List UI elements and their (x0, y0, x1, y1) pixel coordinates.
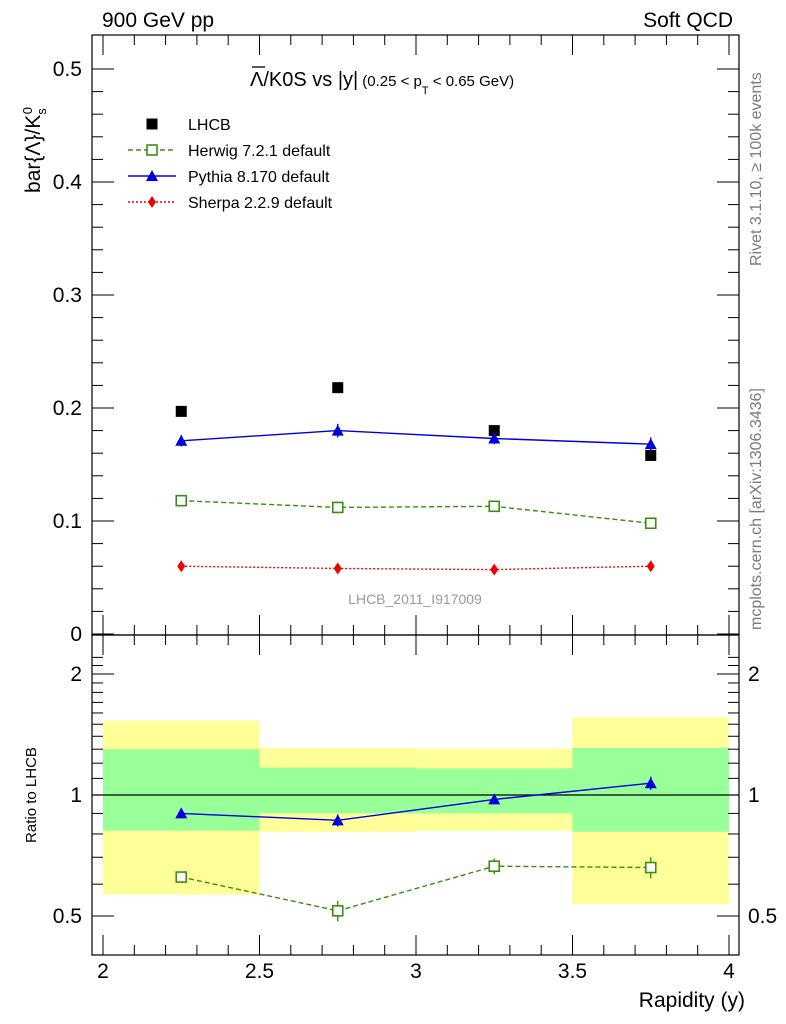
ratio-ytick-label: 1 (70, 784, 82, 807)
ratio-point-1 (331, 814, 344, 826)
y-label-main: bar{Λ}/K (22, 115, 45, 193)
series-point-2 (331, 424, 344, 436)
main-axis-ticks: 0 0.1 0.2 0.3 0.4 0.5 (53, 35, 739, 646)
ratio-line-0 (181, 865, 651, 912)
main-ytick-label: 0.2 (53, 397, 82, 420)
series-point-0 (488, 425, 500, 437)
legend-label-1: Herwig 7.2.1 default (188, 143, 331, 160)
ratio-point-0 (331, 905, 344, 917)
main-ytick-label: 0.3 (53, 284, 82, 307)
header-left: 900 GeV pp (102, 9, 214, 32)
ratio-point-1 (644, 777, 657, 789)
series-point-0 (332, 382, 344, 394)
mcplots-label: mcplots.cern.ch [arXiv:1306.3436] (748, 388, 765, 630)
main-panel: 0 0.1 0.2 0.3 0.4 0.5 Λ/K0S vs |y| (0.25 < pT … (20, 34, 740, 646)
y-label-sup: 0 (20, 107, 35, 114)
title-cut-sub: T (422, 85, 429, 97)
main-ytick-label: 0.4 (53, 171, 83, 194)
series-point-2 (175, 434, 188, 446)
series-point-3 (333, 562, 342, 575)
ratio-xtick-label: 3.5 (558, 960, 587, 983)
ratio-panel: 0.5 0.5 1 1 2 2 2 2.5 3 3.5 4 Ratio to LHCB Rapidi… (23, 634, 777, 1012)
series-point-0 (175, 405, 187, 417)
y-label-sub: s (34, 108, 49, 115)
legend-label-2: Pythia 8.170 default (188, 169, 330, 186)
legend-marker-3 (148, 196, 156, 208)
ratio-xtick-label: 2 (97, 960, 109, 983)
ratio-xtick-label: 4 (723, 960, 735, 983)
ratio-line-1 (181, 782, 651, 822)
series-point-2 (488, 432, 501, 444)
ratio-xtick-label: 3 (410, 960, 422, 983)
ratio-point-1 (488, 793, 501, 805)
legend-marker-1 (146, 144, 158, 156)
main-ytick-label: 0.1 (53, 510, 82, 533)
ratio-ytick-label: 0.5 (53, 905, 82, 928)
ratio-xtick-label: 2.5 (245, 960, 274, 983)
ratio-band-inner (103, 749, 260, 831)
series-line-3 (181, 565, 651, 571)
ratio-ytick-label-right: 0.5 (748, 905, 777, 928)
ratio-bands (92, 717, 739, 905)
main-ytick-label: 0.5 (53, 58, 82, 81)
ratio-ytick-label-right: 2 (748, 663, 760, 686)
series-point-3 (177, 560, 186, 573)
ratio-series (175, 776, 657, 922)
series-line-1 (181, 499, 651, 524)
legend-marker-2 (146, 170, 158, 181)
ratio-point-0 (644, 861, 657, 874)
title-lambda: Λ (250, 69, 264, 91)
x-axis-label: Rapidity (y) (639, 989, 745, 1012)
series-point-1 (488, 500, 501, 513)
title-rest: /K0S vs |y| (263, 69, 358, 91)
ratio-ytick-label-right: 1 (748, 784, 760, 807)
ratio-band-inner (259, 767, 416, 814)
main-series (175, 382, 657, 576)
legend: LHCB Herwig 7.2.1 default Pythia 8.170 def… (128, 117, 333, 212)
ratio-point-1 (175, 807, 188, 819)
main-ytick-label: 0 (70, 623, 82, 646)
series-point-3 (646, 560, 655, 573)
title-cut-pre: (0.25 < p (362, 73, 422, 90)
ratio-axis-ticks: 0.5 0.5 1 1 2 2 2 2.5 3 3.5 4 (53, 635, 777, 983)
y-axis-label: bar{Λ}/Ks0 (20, 107, 49, 193)
series-point-0 (645, 449, 657, 461)
ratio-point-0 (488, 860, 501, 873)
series-point-3 (490, 563, 499, 576)
plot-title: Λ/K0S vs |y| (0.25 < pT < 0.65 GeV) (250, 69, 514, 97)
legend-label-0: LHCB (188, 117, 231, 134)
series-point-2 (644, 438, 657, 450)
legend-label-3: Sherpa 2.2.9 default (188, 195, 333, 212)
rivet-label: Rivet 3.1.10, ≥ 100k events (748, 72, 765, 266)
title-cut-post: < 0.65 GeV) (429, 73, 514, 90)
series-point-1 (644, 517, 657, 530)
ratio-ytick-label: 2 (70, 663, 82, 686)
legend-marker-0 (146, 118, 158, 130)
header-right: Soft QCD (643, 9, 733, 32)
ratio-y-label: Ratio to LHCB (23, 747, 40, 843)
series-line-2 (181, 429, 651, 445)
watermark: LHCB_2011_I917009 (348, 591, 482, 607)
series-point-1 (331, 501, 344, 514)
series-point-1 (175, 494, 188, 507)
ratio-point-0 (175, 871, 188, 883)
